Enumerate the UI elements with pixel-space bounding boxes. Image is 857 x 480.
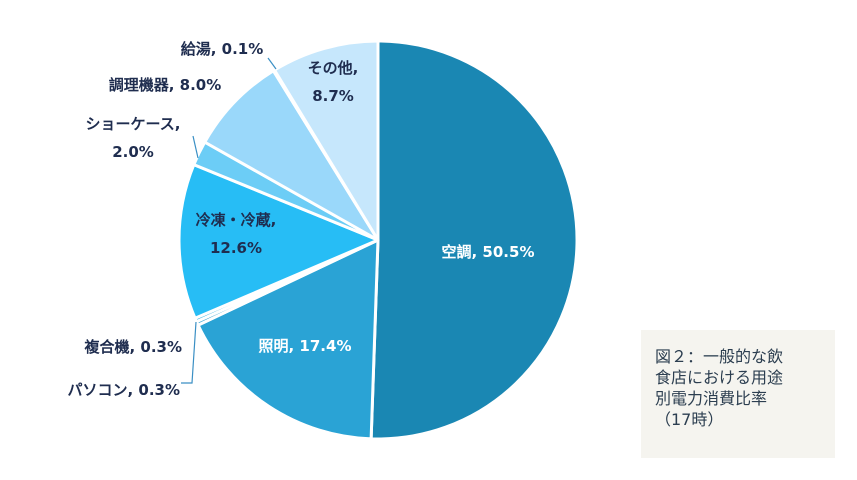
pie-slice-9: [272, 39, 380, 242]
slice-label-4: 複合機, 0.3%: [83, 338, 182, 356]
slice-label-8-line-1: 給湯, 0.1%: [181, 40, 264, 58]
slice-label-5-line-2: 12.6%: [210, 239, 262, 257]
slice-label-9: その他, 8.7%: [308, 59, 359, 105]
slice-label-8: 給湯, 0.1%: [181, 40, 264, 58]
slice-label-2: 照明, 17.4%: [259, 337, 352, 355]
slice-label-6-line-1: ショーケース,: [86, 115, 181, 133]
slice-label-1: 空調, 50.5%: [442, 243, 535, 261]
caption-line-3: 別電力消費比率: [655, 389, 768, 408]
slice-label-9-line-2: 8.7%: [312, 87, 354, 105]
pie-slices: [177, 39, 579, 441]
pie-slice-2: [196, 238, 380, 441]
caption-line-2: 食店における用途: [655, 368, 784, 387]
pie-slice-7: [203, 69, 380, 242]
slice-labels: 空調, 50.5% 照明, 17.4% パソコン, 0.3% 複合機, 0.3% 冷凍・…: [67, 40, 534, 399]
slice-label-6: ショーケース, 2.0%: [86, 115, 181, 161]
caption-line-4: （17時）: [655, 410, 724, 429]
slice-label-7: 調理機器, 8.0%: [109, 76, 222, 94]
slice-label-2-line-1: 照明, 17.4%: [259, 337, 352, 355]
leader-line-6: [192, 135, 199, 159]
pie-slice-5: [177, 163, 380, 320]
slice-label-9-line-1: その他,: [308, 59, 359, 77]
slice-label-5-line-1: 冷凍・冷蔵,: [196, 211, 277, 229]
slice-label-5: 冷凍・冷蔵, 12.6%: [196, 211, 277, 257]
slice-label-3: パソコン, 0.3%: [67, 381, 180, 399]
figure-caption: 図２：一般的な飲 食店における用途 別電力消費比率 （17時）: [641, 330, 835, 458]
pie-slice-1: [369, 39, 579, 441]
slice-label-4-line-1: 複合機, 0.3%: [83, 338, 182, 356]
slice-label-1-line-1: 空調, 50.5%: [442, 243, 535, 261]
slice-label-7-line-1: 調理機器, 8.0%: [109, 76, 222, 94]
leader-line-3: [181, 321, 197, 384]
caption-line-1: 図２：一般的な飲: [655, 347, 784, 366]
leader-line-8: [267, 57, 277, 70]
slice-label-3-line-1: パソコン, 0.3%: [67, 381, 180, 399]
slice-label-6-line-2: 2.0%: [112, 143, 154, 161]
